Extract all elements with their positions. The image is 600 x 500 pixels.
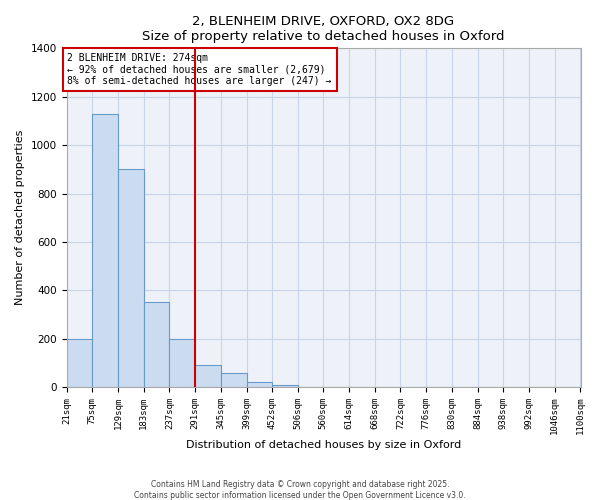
Bar — [143, 302, 169, 387]
Text: Contains HM Land Registry data © Crown copyright and database right 2025.
Contai: Contains HM Land Registry data © Crown c… — [134, 480, 466, 500]
Title: 2, BLENHEIM DRIVE, OXFORD, OX2 8DG
Size of property relative to detached houses : 2, BLENHEIM DRIVE, OXFORD, OX2 8DG Size … — [142, 15, 505, 43]
Bar — [195, 366, 221, 387]
Bar — [92, 114, 118, 387]
Bar — [169, 338, 195, 387]
X-axis label: Distribution of detached houses by size in Oxford: Distribution of detached houses by size … — [186, 440, 461, 450]
Bar — [118, 170, 143, 387]
Bar — [67, 338, 92, 387]
Text: 2 BLENHEIM DRIVE: 274sqm
← 92% of detached houses are smaller (2,679)
8% of semi: 2 BLENHEIM DRIVE: 274sqm ← 92% of detach… — [67, 53, 332, 86]
Y-axis label: Number of detached properties: Number of detached properties — [15, 130, 25, 306]
Bar — [247, 382, 272, 387]
Bar — [272, 384, 298, 387]
Bar — [221, 372, 247, 387]
